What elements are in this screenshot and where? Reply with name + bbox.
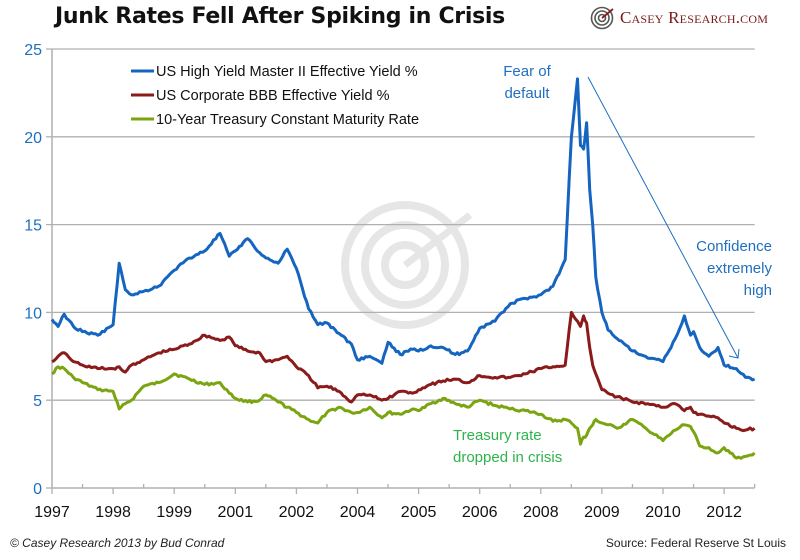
x-tick-label: 2010 [645, 504, 681, 521]
arrow-shaft [587, 76, 739, 359]
legend-label: 10-Year Treasury Constant Maturity Rate [156, 112, 419, 128]
series-line-high-yield [50, 77, 756, 382]
series-line-treasury [51, 365, 756, 460]
y-tick-label: 5 [33, 393, 42, 410]
copyright-credit: © Casey Research 2013 by Bud Conrad [10, 536, 225, 550]
y-tick-label: 10 [24, 305, 42, 322]
x-tick-label: 2005 [401, 504, 437, 521]
x-tick-label: 2002 [279, 504, 315, 521]
x-tick-label: 1998 [95, 504, 131, 521]
annotation-line: high [744, 282, 772, 299]
legend-label: US High Yield Master II Effective Yield … [156, 64, 418, 80]
data-source: Source: Federal Reserve St Louis [605, 536, 786, 550]
x-tick-label: 1999 [156, 504, 192, 521]
y-tick-label: 15 [24, 218, 42, 235]
annotation-line: Confidence [696, 238, 772, 255]
y-tick-label: 20 [24, 130, 42, 147]
target-logo-icon [590, 6, 614, 30]
series-line-bbb [51, 310, 756, 433]
annotation-fear-of-default: Fear of default [503, 63, 551, 102]
annotation-line: Treasury rate [453, 427, 542, 444]
annotation-line: extremely [707, 260, 773, 277]
casey-research-logo: Casey Research.com [590, 6, 768, 30]
x-tick-label: 2009 [584, 504, 620, 521]
arrow-head-icon [728, 348, 740, 359]
annotation-arrow [587, 76, 740, 359]
x-tick-label: 2012 [706, 504, 742, 521]
y-tick-label: 25 [24, 42, 42, 59]
annotation-line: default [504, 85, 550, 102]
annotation-confidence-high: Confidence extremely high [696, 238, 772, 299]
x-tick-label: 2004 [340, 504, 376, 521]
x-tick-label: 2008 [523, 504, 559, 521]
chart-title: Junk Rates Fell After Spiking in Crisis [55, 4, 505, 29]
x-tick-label: 2006 [462, 504, 498, 521]
logo-text: Casey Research.com [620, 8, 769, 27]
x-tick-label: 2001 [218, 504, 254, 521]
y-tick-label: 0 [33, 481, 42, 498]
annotation-line: Fear of [503, 63, 551, 80]
x-tick-label: 1997 [34, 504, 70, 521]
legend-label: US Corporate BBB Effective Yield % [156, 88, 390, 104]
watermark-target-icon [341, 201, 473, 329]
annotation-treasury-dropped: Treasury rate dropped in crisis [453, 427, 562, 466]
annotation-line: dropped in crisis [453, 449, 562, 466]
